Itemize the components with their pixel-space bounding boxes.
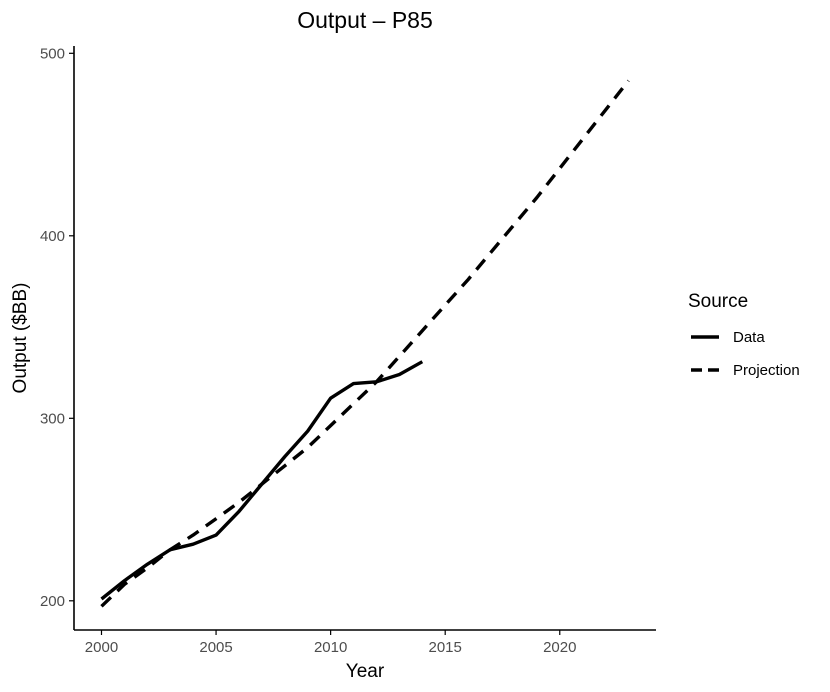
x-axis-title: Year	[346, 661, 385, 682]
chart-title: Output – P85	[297, 7, 433, 33]
x-tick-label: 2015	[429, 639, 462, 656]
x-tick-label: 2000	[85, 639, 118, 656]
y-tick-label: 300	[40, 410, 65, 427]
series-line-projection	[100, 79, 630, 608]
y-axis-ticks: 200 300 400 500	[40, 45, 74, 610]
series-line-data	[100, 360, 424, 601]
y-tick-label: 400	[40, 228, 65, 245]
plot-lines	[100, 79, 630, 608]
x-tick-label: 2005	[199, 639, 232, 656]
legend-title: Source	[688, 291, 748, 312]
legend-label-projection: Projection	[733, 362, 800, 379]
legend-items: Data Projection	[691, 329, 800, 379]
legend-label-data: Data	[733, 329, 765, 346]
x-tick-label: 2020	[543, 639, 576, 656]
legend: Source Data Projection	[688, 291, 800, 379]
x-axis-ticks: 2000 2005 2010 2015 2020	[85, 630, 576, 656]
y-tick-label: 500	[40, 45, 65, 62]
y-tick-label: 200	[40, 593, 65, 610]
x-tick-label: 2010	[314, 639, 347, 656]
y-axis-title: Output ($BB)	[10, 283, 31, 394]
